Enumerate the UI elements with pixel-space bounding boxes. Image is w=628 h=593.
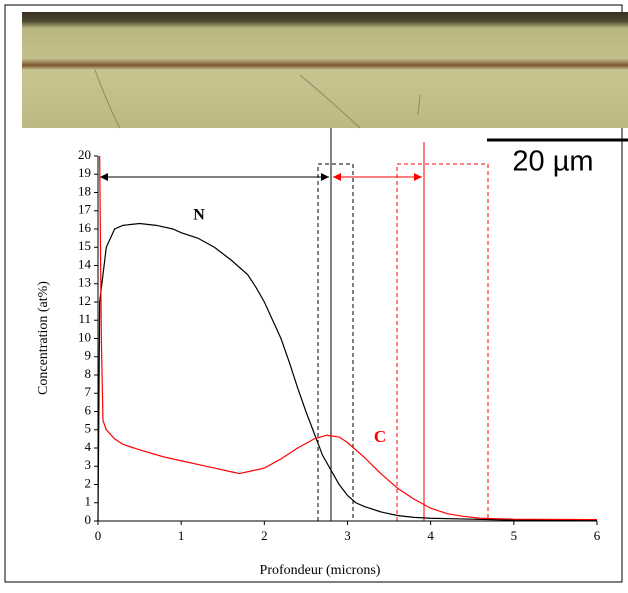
y-tick-label: 7 xyxy=(85,384,92,399)
x-tick-label: 2 xyxy=(261,528,268,543)
x-tick-label: 5 xyxy=(511,528,518,543)
annotation: N xyxy=(193,207,205,224)
annotation: C xyxy=(374,427,386,446)
y-tick-label: 2 xyxy=(85,475,92,490)
x-tick-label: 3 xyxy=(344,528,351,543)
y-tick-label: 20 xyxy=(78,147,91,162)
series-line xyxy=(97,222,597,522)
y-tick-label: 10 xyxy=(78,329,91,344)
x-tick-label: 0 xyxy=(95,528,102,543)
grain-boundary xyxy=(94,69,421,129)
arrow xyxy=(100,173,329,181)
y-tick-label: 16 xyxy=(78,220,92,235)
y-tick-label: 15 xyxy=(78,238,91,253)
y-tick-label: 14 xyxy=(78,256,92,271)
y-tick-label: 9 xyxy=(85,348,92,363)
x-tick-label: 1 xyxy=(178,528,185,543)
y-tick-label: 12 xyxy=(78,293,91,308)
x-tick-label: 6 xyxy=(594,528,601,543)
y-tick-label: 3 xyxy=(85,457,92,472)
y-tick-label: 4 xyxy=(85,439,92,454)
x-tick-label: 4 xyxy=(427,528,434,543)
x-axis-label: Profondeur (microns) xyxy=(260,563,381,578)
region xyxy=(317,163,354,522)
y-tick-label: 18 xyxy=(78,183,91,198)
y-axis-label: Concentration (at%) xyxy=(36,281,51,395)
y-tick-label: 13 xyxy=(78,275,91,290)
region xyxy=(396,163,489,522)
y-tick-label: 6 xyxy=(85,402,92,417)
frame xyxy=(4,4,623,583)
y-tick-label: 17 xyxy=(78,202,92,217)
y-tick-label: 8 xyxy=(85,366,92,381)
y-tick-label: 5 xyxy=(85,421,92,436)
y-tick-label: 1 xyxy=(85,494,92,509)
series-line xyxy=(99,155,598,521)
y-tick-label: 11 xyxy=(78,311,91,326)
arrow xyxy=(333,173,422,181)
micrograph xyxy=(22,12,628,128)
scale-bar-label: 20 µm xyxy=(512,146,593,178)
y-tick-label: 19 xyxy=(78,165,91,180)
y-tick-label: 0 xyxy=(85,512,92,527)
